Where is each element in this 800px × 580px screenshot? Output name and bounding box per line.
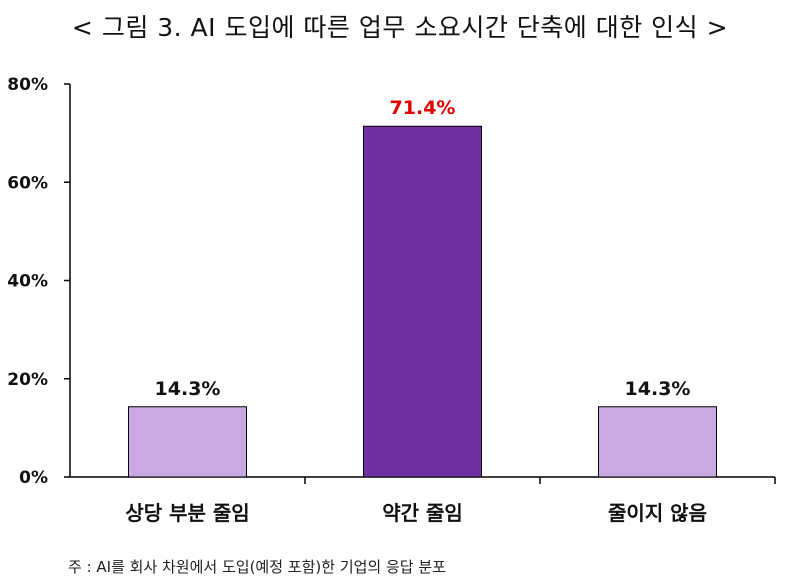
bar-value-label: 14.3% (625, 378, 691, 400)
bar-value-label: 71.4% (390, 97, 456, 119)
bar (128, 406, 247, 478)
y-tick-label: 80% (7, 75, 48, 95)
x-category-label: 상당 부분 줄임 (125, 501, 249, 525)
chart-title: < 그림 3. AI 도입에 따른 업무 소요시간 단축에 대한 인식 > (71, 13, 729, 42)
y-tick-label: 0% (19, 468, 48, 488)
y-tick-label: 60% (7, 173, 48, 193)
x-category-label: 약간 줄임 (382, 501, 463, 525)
chart-footnote: 주 : AI를 회사 차원에서 도입(예정 포함)한 기업의 응답 분포 (68, 558, 446, 576)
y-tick-label: 40% (7, 272, 48, 292)
y-tick-label: 20% (7, 370, 48, 390)
x-category-label: 줄이지 않음 (608, 501, 707, 525)
bar (363, 125, 482, 478)
bar (598, 406, 717, 478)
bar-value-label: 14.3% (155, 378, 221, 400)
